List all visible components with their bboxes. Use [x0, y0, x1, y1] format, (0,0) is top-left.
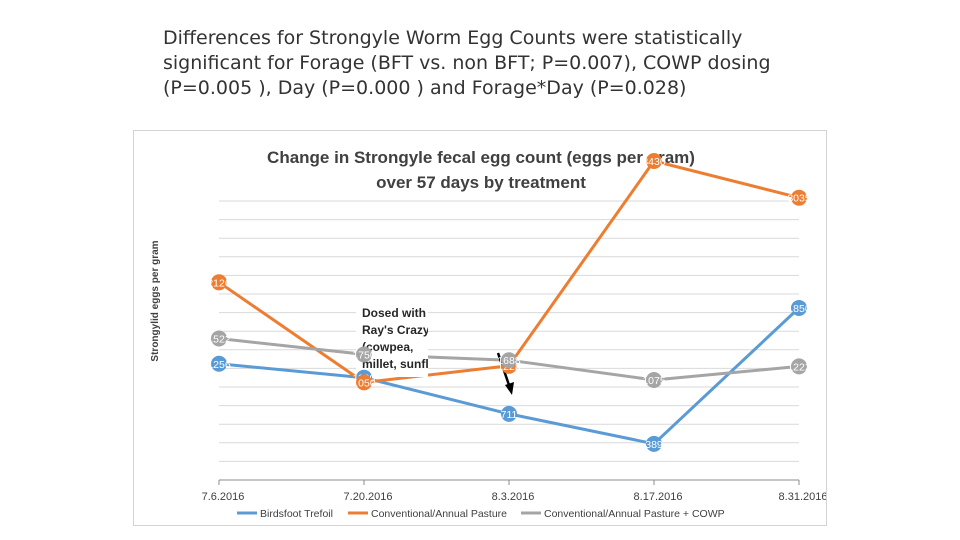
data-label: 389 — [645, 439, 663, 451]
data-point — [211, 355, 227, 372]
data-point — [791, 299, 807, 316]
data-label: 2126 — [207, 277, 231, 289]
annotation-line: millet, sunflower) — [362, 357, 461, 371]
x-tick-label: 7.6.2016 — [202, 491, 245, 503]
data-label: 1256 — [207, 359, 231, 371]
x-tick-label: 8.3.2016 — [492, 491, 535, 503]
slide-title: Differences for Strongyle Worm Egg Count… — [163, 26, 803, 101]
data-point — [646, 153, 662, 170]
annotation-line: Ray's Crazy Mix — [362, 323, 453, 337]
data-point — [791, 189, 807, 206]
legend-label: Conventional/Annual Pasture — [371, 508, 507, 520]
annotation-line: (cowpea, — [362, 340, 413, 354]
data-label: 3430 — [642, 156, 666, 168]
annotation-text-box: Dosed with COWP Ray's Crazy Mix (cowpea, mi… — [356, 297, 467, 377]
data-point — [791, 358, 807, 375]
data-label: 1850 — [787, 303, 811, 315]
data-label: 1050 — [352, 377, 376, 389]
line-chart: Change in Strongyle fecal egg count (egg… — [150, 148, 826, 520]
annotation-arrow-head — [505, 382, 514, 395]
x-tick-label: 8.31.2016 — [779, 491, 826, 503]
slide-title-line: Differences for Strongyle Worm Egg Count… — [163, 27, 743, 49]
data-label: 1750 — [352, 349, 376, 361]
data-point — [501, 352, 517, 369]
data-point — [356, 346, 372, 363]
annotation-line: Dosed with COWP — [362, 306, 467, 320]
chart-title: over 57 days by treatment — [376, 173, 586, 192]
chart-title: Change in Strongyle fecal egg count (egg… — [267, 148, 695, 167]
annotation-background — [356, 297, 428, 377]
data-label: 711 — [501, 409, 518, 421]
legend-label: Birdsfoot Trefoil — [260, 508, 333, 520]
chart-area: Change in Strongyle fecal egg count (egg… — [133, 130, 827, 526]
data-label: 1075 — [642, 375, 666, 387]
data-point — [646, 435, 662, 452]
data-point — [356, 374, 372, 391]
data-label: 1688 — [497, 355, 521, 367]
y-axis-label: Strongylid eggs per gram — [150, 240, 161, 361]
slide-title-line: significant for Forage (BFT vs. non BFT;… — [163, 52, 771, 74]
data-point — [211, 330, 227, 347]
data-point — [501, 405, 517, 422]
x-tick-label: 8.17.2016 — [634, 491, 683, 503]
x-tick-label: 7.20.2016 — [344, 491, 393, 503]
data-point — [211, 274, 227, 291]
data-label: 1522 — [207, 333, 231, 345]
data-label: 1222 — [787, 361, 811, 373]
data-point — [646, 372, 662, 389]
data-label: 3035 — [787, 193, 811, 205]
legend-label: Conventional/Annual Pasture + COWP — [544, 508, 725, 520]
slide-title-line: (P=0.005 ), Day (P=0.000 ) and Forage*Da… — [163, 77, 687, 99]
